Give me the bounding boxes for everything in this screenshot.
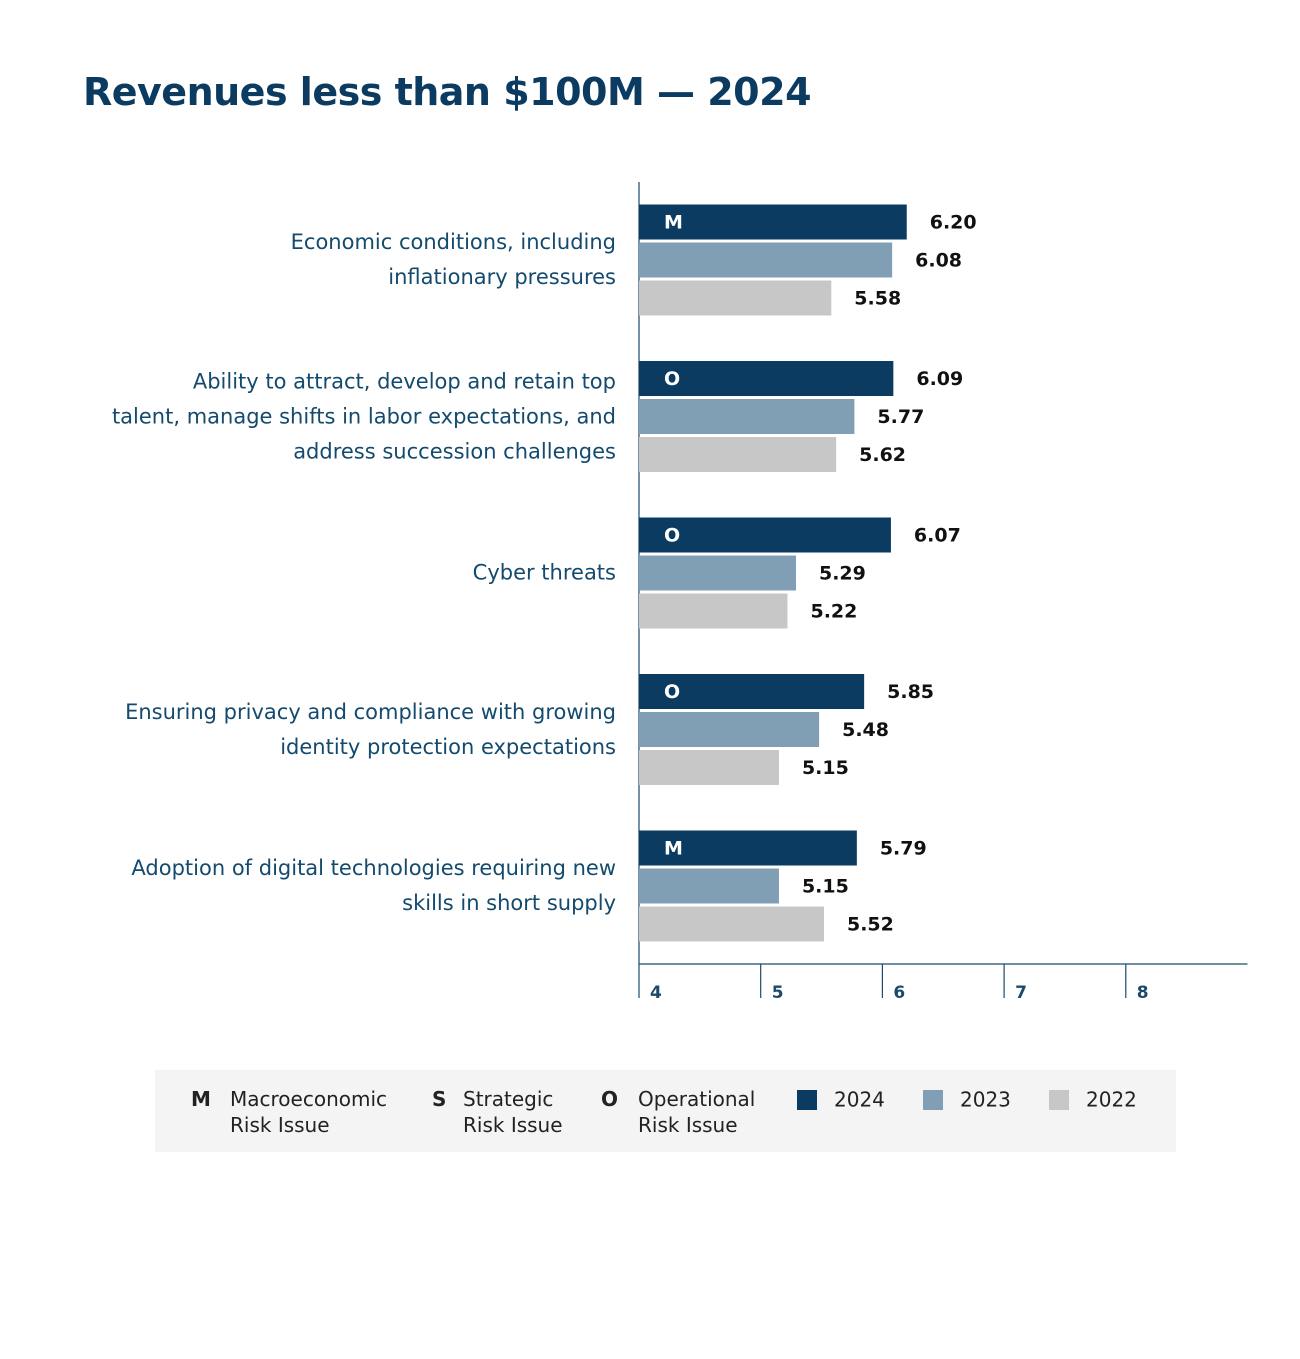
legend-label: Operational Risk Issue (638, 1087, 756, 1137)
value-label: 6.09 (916, 368, 963, 390)
legend-box (155, 1070, 1176, 1152)
risk-code: O (664, 681, 680, 703)
bar (639, 750, 779, 785)
bar (639, 906, 824, 942)
bar (639, 399, 855, 434)
chart-title: Revenues less than $100M — 2024 (83, 70, 812, 114)
bar (639, 437, 837, 472)
bar (639, 280, 832, 316)
risk-code: M (664, 212, 683, 234)
value-label: 5.15 (802, 757, 849, 779)
bar (639, 242, 893, 278)
value-label: 5.62 (859, 444, 906, 466)
risk-code: M (664, 838, 683, 860)
bar (639, 555, 796, 591)
legend-label: 2024 (834, 1088, 885, 1112)
x-tick-label: 5 (772, 983, 784, 1003)
category-label: Economic conditions, including inflation… (290, 230, 616, 289)
bar (639, 830, 857, 866)
value-label: 5.52 (847, 914, 894, 936)
bar (639, 593, 788, 629)
value-label: 5.58 (854, 288, 901, 310)
bar (639, 517, 891, 553)
bar (639, 204, 907, 240)
value-label: 5.77 (877, 406, 924, 428)
value-label: 5.48 (842, 719, 889, 741)
legend-label: Strategic Risk Issue (463, 1087, 563, 1137)
legend-label: 2022 (1086, 1088, 1137, 1112)
value-label: 5.79 (880, 838, 927, 860)
value-label: 6.07 (914, 525, 961, 547)
x-tick-label: 8 (1137, 983, 1149, 1003)
legend-swatch (797, 1090, 817, 1110)
legend-label: Macroeconomic Risk Issue (230, 1087, 388, 1137)
value-label: 5.15 (802, 876, 849, 898)
x-tick-label: 4 (650, 983, 662, 1003)
category-label: Ensuring privacy and compliance with gro… (125, 699, 616, 759)
legend-code: O (601, 1087, 619, 1111)
legend-swatch (1049, 1090, 1069, 1110)
legend-code: S (432, 1087, 447, 1111)
x-tick-label: 7 (1015, 983, 1027, 1003)
category-label: Cyber threats (472, 560, 616, 585)
risk-code: O (664, 368, 680, 390)
risk-code: O (664, 525, 680, 547)
legend-label: 2023 (960, 1088, 1011, 1112)
legend-code: M (191, 1087, 211, 1111)
x-tick-label: 6 (893, 983, 905, 1003)
category-label: Adoption of digital technologies requiri… (131, 856, 616, 915)
category-label: Ability to attract, develop and retain t… (111, 369, 616, 463)
value-label: 6.20 (930, 212, 977, 234)
bar (639, 361, 894, 396)
value-label: 5.85 (887, 681, 934, 703)
bar (639, 674, 865, 709)
value-label: 6.08 (915, 250, 962, 272)
bar (639, 868, 779, 904)
legend-swatch (923, 1090, 943, 1110)
value-label: 5.29 (819, 563, 866, 585)
value-label: 5.22 (810, 601, 857, 623)
bar (639, 712, 820, 747)
